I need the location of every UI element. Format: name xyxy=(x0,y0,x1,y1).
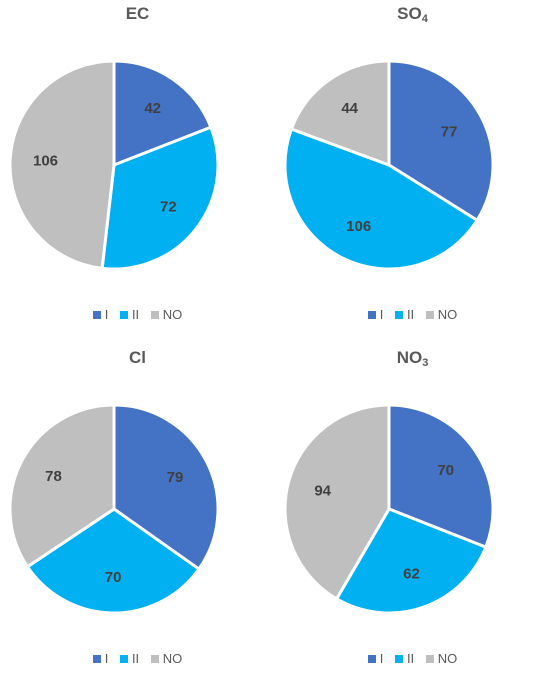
data-label-i: 79 xyxy=(167,469,184,486)
pie-chart-ec: 42 72 106 xyxy=(8,59,220,271)
data-label-no: 94 xyxy=(314,483,331,500)
legend-item-i: I xyxy=(92,307,108,322)
data-label-i: 42 xyxy=(144,100,161,117)
pie-slice-i xyxy=(387,403,495,549)
pie-slice-ii xyxy=(100,125,220,271)
pie-slice-no xyxy=(8,59,116,270)
pie-chart-cl: 79 70 78 xyxy=(8,403,220,615)
pie-slice-i xyxy=(112,403,220,571)
legend: I II NO xyxy=(275,307,550,322)
legend-item-i: I xyxy=(367,651,383,666)
pie-panel-no3: NO3 70 62 94 I II NO xyxy=(275,344,550,688)
legend-item-no: NO xyxy=(425,307,457,322)
data-label-no: 78 xyxy=(45,468,62,485)
pie-panel-cl: Cl 79 70 78 I II NO xyxy=(0,344,275,688)
legend: I II NO xyxy=(0,651,275,666)
chart-title: NO3 xyxy=(396,348,429,369)
data-label-ii: 72 xyxy=(160,198,177,215)
legend-item-no: NO xyxy=(425,651,457,666)
chart-title: EC xyxy=(125,4,150,23)
pie-slice-no xyxy=(283,403,391,601)
legend-item-ii: II xyxy=(119,307,139,322)
legend-item-ii: II xyxy=(394,651,414,666)
pie-panel-so4: SO4 77 106 44 I II NO xyxy=(275,0,550,344)
pie-panel-ec: EC 42 72 106 I II NO xyxy=(0,0,275,344)
pie-slice-i xyxy=(112,59,213,167)
pie-slice-no xyxy=(8,403,116,569)
data-label-i: 77 xyxy=(441,123,458,140)
legend: I II NO xyxy=(275,651,550,666)
data-label-ii: 70 xyxy=(105,569,122,586)
legend-item-no: NO xyxy=(150,651,182,666)
data-label-no: 106 xyxy=(33,153,58,170)
data-label-ii: 62 xyxy=(403,565,420,582)
chart-title: Cl xyxy=(129,348,146,367)
data-label-no: 44 xyxy=(341,100,358,117)
pie-chart-no3: 70 62 94 xyxy=(283,403,495,615)
legend-item-i: I xyxy=(367,307,383,322)
legend-item-ii: II xyxy=(119,651,139,666)
legend-item-no: NO xyxy=(150,307,182,322)
chart-title: SO4 xyxy=(397,4,428,25)
pie-slice-ii xyxy=(25,507,201,615)
pie-slice-ii xyxy=(283,127,479,271)
pie-slice-no xyxy=(289,59,391,167)
legend: I II NO xyxy=(0,307,275,322)
legend-item-ii: II xyxy=(394,307,414,322)
legend-item-i: I xyxy=(92,651,108,666)
data-label-ii: 106 xyxy=(346,218,371,235)
pie-chart-so4: 77 106 44 xyxy=(283,59,495,271)
data-label-i: 70 xyxy=(437,462,454,479)
